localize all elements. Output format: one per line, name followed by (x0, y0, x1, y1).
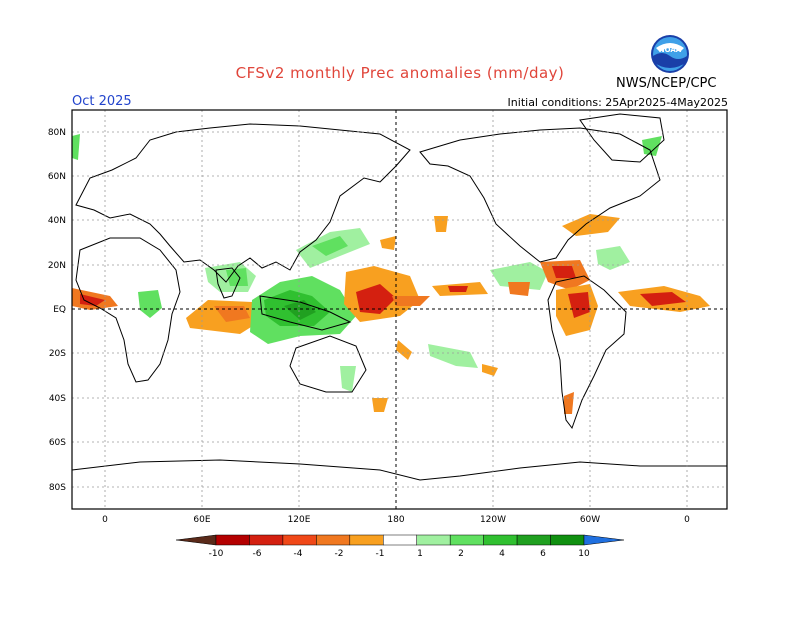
lon-label: 60W (580, 515, 600, 525)
legend-swatch (316, 534, 351, 546)
legend-swatch (449, 534, 484, 546)
agency-label: NWS/NCEP/CPC (616, 76, 717, 91)
legend-swatch (282, 534, 317, 546)
legend-swatch (349, 534, 384, 546)
legend-label: -6 (253, 549, 262, 559)
lat-label: 80S (49, 483, 66, 493)
legend-label: 4 (499, 549, 505, 559)
map-area (71, 109, 728, 510)
legend-label: -2 (335, 549, 344, 559)
legend-label: -4 (294, 549, 303, 559)
legend-swatch (249, 534, 284, 546)
coastlines (71, 113, 727, 481)
lon-label: 0 (684, 515, 690, 525)
lon-label: 120W (480, 515, 506, 525)
logo-text: NOAA (658, 46, 682, 54)
map-title: CFSv2 monthly Prec anomalies (mm/day) (235, 64, 565, 82)
map-frame (71, 109, 728, 510)
legend-label: 1 (417, 549, 423, 559)
equator-dateline (72, 110, 727, 509)
lat-label: 40S (49, 394, 66, 404)
legend-label: 2 (458, 549, 464, 559)
legend-label: 6 (540, 549, 546, 559)
forecast-month: Oct 2025 (72, 94, 132, 109)
legend-label: -1 (376, 549, 385, 559)
lat-label: 60S (49, 438, 66, 448)
lon-label: 120E (288, 515, 311, 525)
lat-label: 20N (48, 261, 66, 271)
lat-label: 80N (48, 128, 66, 138)
lat-axis: 80N 60N 40N 20N EQ 20S 40S 60S 80S (48, 128, 66, 493)
lon-label: 180 (387, 515, 404, 525)
legend-arrow-right (583, 534, 625, 546)
color-legend: -10 -6 -4 -2 -1 1 2 4 6 10 (175, 534, 625, 559)
lat-label: 20S (49, 349, 66, 359)
lat-label: 60N (48, 172, 66, 182)
legend-arrow-left (175, 534, 217, 546)
lat-label: 40N (48, 216, 66, 226)
legend-label: -10 (209, 549, 224, 559)
initial-conditions: Initial conditions: 25Apr2025-4May2025 (507, 96, 728, 109)
legend-swatch (483, 534, 518, 546)
legend-swatch (516, 534, 551, 546)
legend-swatch (215, 534, 250, 546)
lon-label: 0 (102, 515, 108, 525)
legend-swatch (550, 534, 585, 546)
lon-axis: 0 60E 120E 180 120W 60W 0 (102, 515, 690, 525)
graticule (72, 110, 727, 509)
legend-swatch (383, 534, 417, 546)
lon-label: 60E (193, 515, 210, 525)
lat-label: EQ (53, 305, 66, 315)
legend-label: 10 (578, 549, 590, 559)
legend-swatch (416, 534, 451, 546)
noaa-logo-icon (651, 35, 689, 73)
